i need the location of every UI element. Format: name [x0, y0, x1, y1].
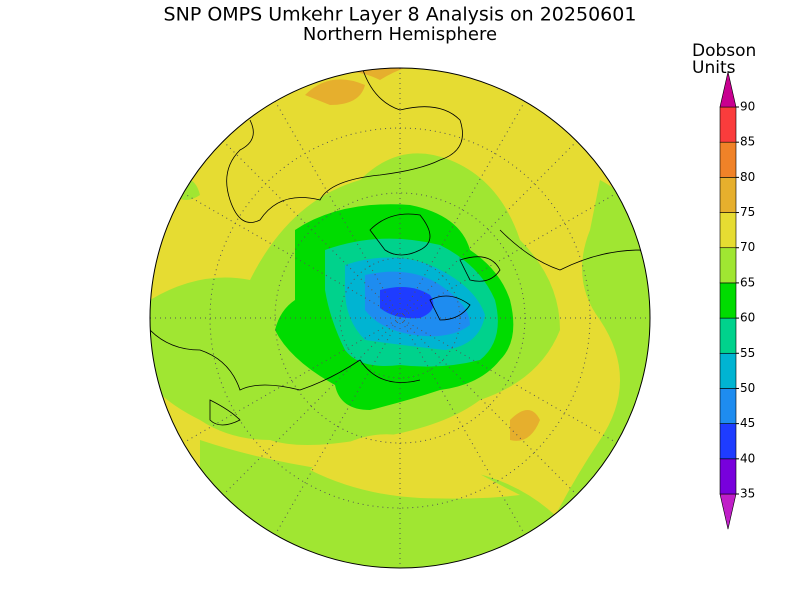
colorbar-tick-label: 70 — [740, 240, 755, 254]
field-orange — [300, 68, 460, 90]
colorbar-band — [719, 282, 737, 319]
graticule — [150, 68, 650, 568]
colorbar-tick-label: 80 — [740, 170, 755, 184]
colorbar-band — [719, 458, 737, 495]
colorbar-tick-label: 65 — [740, 275, 755, 289]
coastlines — [150, 68, 650, 426]
map-border — [149, 67, 651, 569]
colorbar-tick-label: 90 — [740, 100, 755, 114]
colorbar-band — [719, 352, 737, 389]
colorbar-label: Dobson — [692, 41, 756, 61]
colorbar-band — [719, 317, 737, 354]
colorbar-band — [719, 423, 737, 460]
colorbar-tick-label: 40 — [740, 451, 755, 465]
colorbar-tick-label: 55 — [740, 346, 755, 360]
colorbar-band — [719, 388, 737, 424]
field-orange — [305, 79, 365, 105]
map — [150, 68, 650, 568]
field-orange — [510, 410, 540, 441]
colorbar-band — [719, 141, 737, 178]
colorbar-band — [719, 177, 737, 213]
colorbar-band — [719, 247, 737, 284]
subtitle: Northern Hemisphere — [303, 24, 497, 45]
colorbar-extension — [719, 71, 737, 108]
field-yellow — [310, 434, 520, 499]
title: SNP OMPS Umkehr Layer 8 Analysis on 2025… — [164, 4, 637, 26]
colorbar-tick-label: 75 — [740, 205, 755, 219]
colorbar-band — [719, 106, 737, 143]
field-darkblue — [380, 286, 434, 319]
colorbar-tick-label: 60 — [740, 311, 755, 325]
colorbar-label: Units — [692, 58, 736, 78]
colorbar-tick-label: 50 — [740, 381, 755, 395]
colorbar-band — [719, 212, 737, 249]
colorbar-extension — [719, 493, 737, 530]
colorbar-tick-label: 35 — [740, 487, 755, 501]
colorbar-tick-label: 85 — [740, 135, 755, 149]
colorbar-tick-label: 45 — [740, 416, 755, 430]
